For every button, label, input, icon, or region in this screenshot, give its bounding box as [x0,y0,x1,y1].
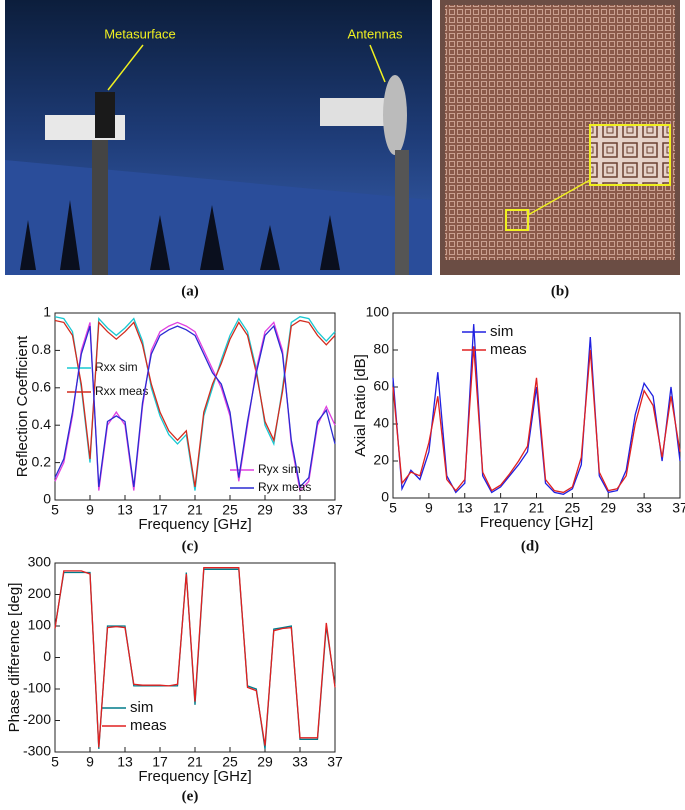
x-tick-label: 29 [600,500,616,516]
series-line [54,324,336,489]
x-tick-label: 9 [86,502,94,518]
y-tick-label: 0.8 [32,341,52,357]
y-tick-label: 20 [373,452,389,468]
x-tick-label: 25 [565,500,581,516]
panel-label: (a) [181,283,199,299]
photo-chamber: Metasurface Antennas [5,0,432,275]
x-tick-label: 29 [257,502,273,518]
x-tick-label: 25 [222,502,238,518]
x-tick-label: 21 [187,502,203,518]
y-axis-label: Phase difference [deg] [6,583,23,733]
annotation: Metasurface [104,26,176,41]
panel-label: (b) [551,283,569,299]
y-tick-label: -200 [23,711,51,727]
y-tick-label: -300 [23,743,51,759]
series-line [54,319,336,487]
y-tick-label: 40 [373,415,389,431]
x-tick-label: 33 [636,500,652,516]
x-tick-label: 13 [457,500,473,516]
y-tick-label: 0.4 [32,416,52,432]
x-tick-label: 17 [493,500,509,516]
legend-label: meas [490,341,527,358]
photo-metasurface [440,0,680,275]
y-tick-label: 1 [43,304,51,320]
y-tick-label: 80 [373,341,389,357]
y-tick-label: 0 [43,491,51,507]
series-line [54,567,336,748]
legend-label: Rxx sim [95,360,138,374]
annotation: Antennas [348,26,403,41]
y-tick-label: 0 [381,489,389,505]
legend-label: Ryx sim [258,462,301,476]
x-tick-label: 5 [51,754,59,770]
panel-label: (d) [521,538,539,554]
x-tick-label: 13 [117,754,133,770]
y-tick-label: 0.6 [32,379,52,395]
x-axis-label: Frequency [GHz] [480,514,593,531]
series-line [392,346,681,494]
x-tick-label: 33 [292,754,308,770]
x-tick-label: 29 [257,754,273,770]
y-axis-label: Reflection Coefficient [14,335,31,477]
x-tick-label: 5 [389,500,397,516]
x-tick-label: 13 [117,502,133,518]
y-tick-label: 200 [28,585,52,601]
legend-label: meas [130,717,167,734]
legend-label: Rxx meas [95,384,148,398]
series-line [392,324,681,495]
y-tick-label: -100 [23,680,51,696]
x-tick-label: 9 [425,500,433,516]
legend-label: sim [490,323,513,340]
x-tick-label: 37 [327,502,343,518]
x-tick-label: 33 [292,502,308,518]
panel-label: (e) [182,788,199,804]
x-tick-label: 5 [51,502,59,518]
x-tick-label: 17 [152,502,168,518]
x-tick-label: 21 [529,500,545,516]
x-tick-label: 9 [86,754,94,770]
y-tick-label: 300 [28,554,52,570]
legend-label: Ryx meas [258,480,311,494]
x-tick-label: 37 [327,754,343,770]
y-tick-label: 0 [43,648,51,664]
x-tick-label: 37 [672,500,685,516]
x-axis-label: Frequency [GHz] [138,768,251,785]
x-tick-label: 21 [187,754,203,770]
panel-label: (c) [182,538,199,554]
y-tick-label: 60 [373,378,389,394]
y-axis-label: Axial Ratio [dB] [352,354,369,457]
y-tick-label: 0.2 [32,453,52,469]
x-tick-label: 17 [152,754,168,770]
x-axis-label: Frequency [GHz] [138,516,251,533]
y-tick-label: 100 [28,617,52,633]
x-tick-label: 25 [222,754,238,770]
legend-label: sim [130,699,153,716]
y-tick-label: 100 [366,304,390,320]
